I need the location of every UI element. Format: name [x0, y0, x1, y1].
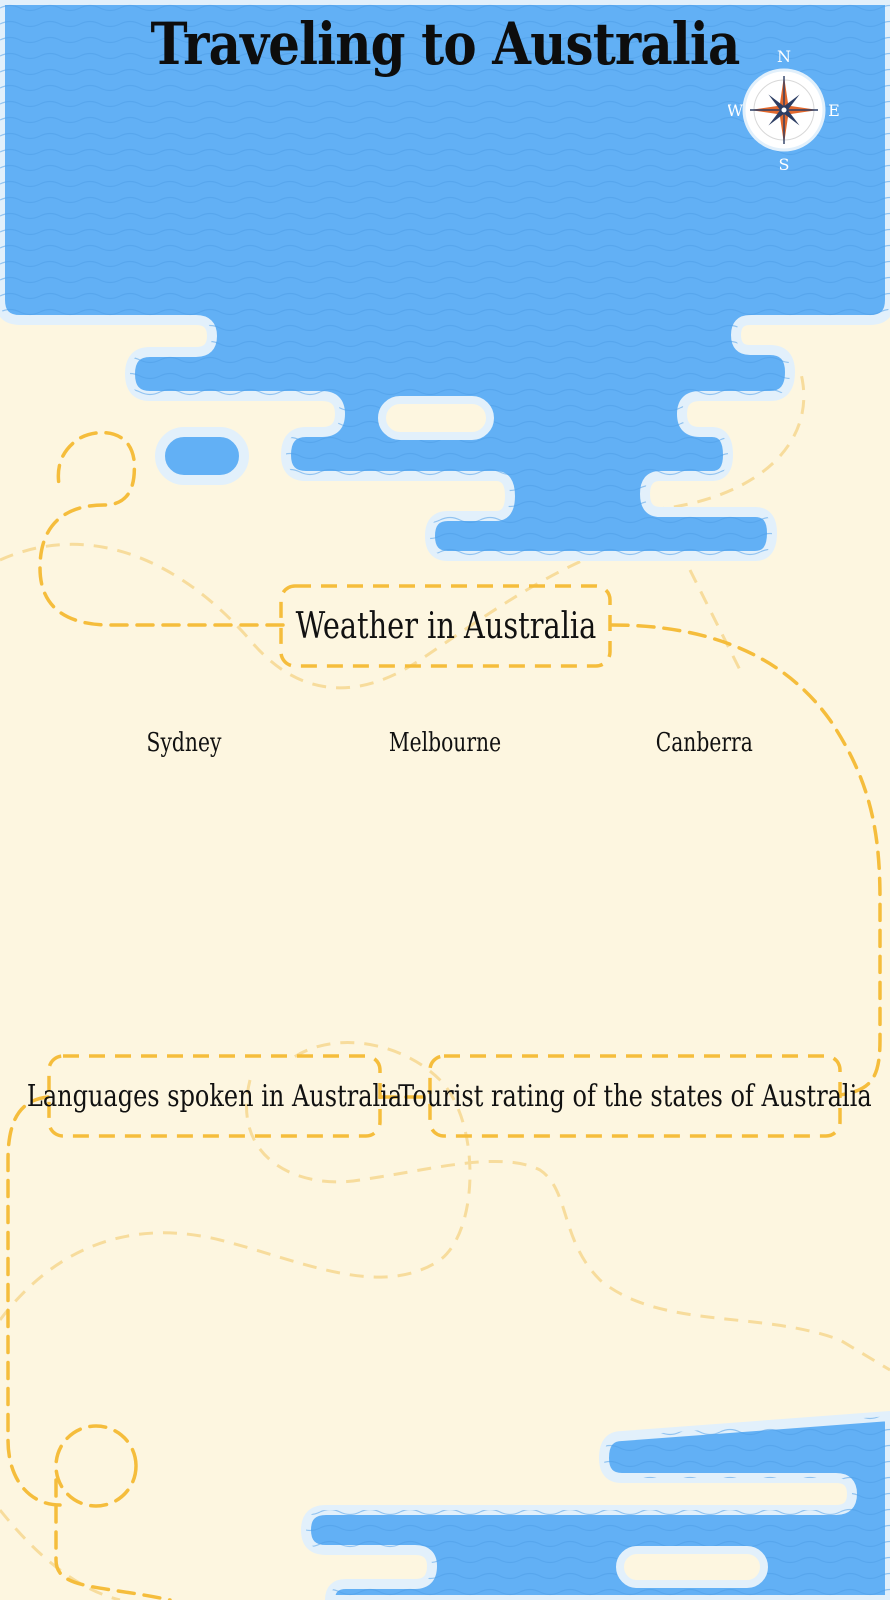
languages-frame — [47, 1054, 382, 1138]
city-canberra: Canberra — [655, 728, 753, 758]
weather-frame — [279, 584, 612, 668]
tourist-frame — [428, 1054, 842, 1138]
weather-heading-text: Weather in Australia — [295, 605, 596, 647]
tourist-heading-text: Tourist rating of the states of Australi… — [398, 1078, 872, 1114]
bottom-sea — [301, 1411, 890, 1600]
route-lines — [6, 430, 882, 1600]
weather-heading: Weather in Australia — [281, 586, 610, 666]
compass-south: S — [779, 155, 790, 174]
top-sea — [0, 0, 890, 561]
compass-east: E — [828, 101, 840, 120]
languages-heading-text: Languages spoken in Australia — [26, 1078, 403, 1114]
page-title: Traveling to Australia — [150, 10, 741, 78]
compass-north: N — [777, 47, 791, 66]
compass-rose-icon: N S W E — [728, 47, 840, 174]
city-sydney: Sydney — [146, 728, 222, 758]
city-melbourne: Melbourne — [388, 728, 502, 758]
languages-heading: Languages spoken in Australia — [27, 1056, 402, 1136]
tourist-heading: Tourist rating of the states of Australi… — [398, 1056, 871, 1136]
compass-west: W — [728, 101, 744, 120]
